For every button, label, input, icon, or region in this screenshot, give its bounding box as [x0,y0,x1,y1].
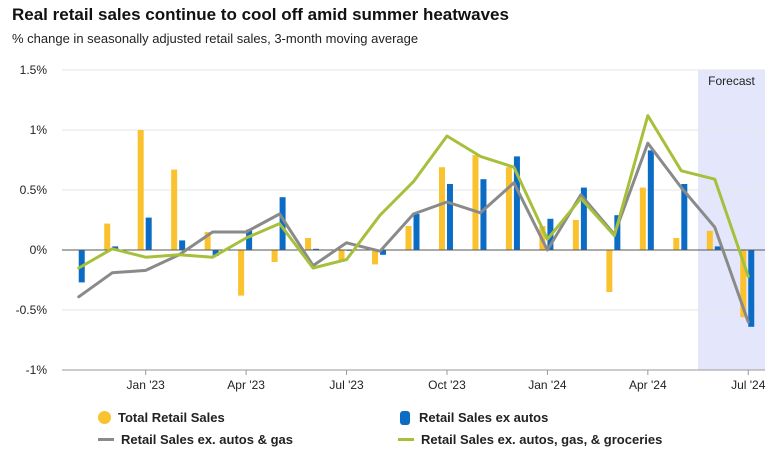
bar [313,248,320,250]
legend-item-total-retail-sales: Total Retail Sales [98,410,225,425]
bar [740,250,747,318]
bar [238,250,245,296]
y-tick-label: 1% [30,123,48,137]
x-tick-label: Jan '24 [528,378,567,392]
bar [279,197,286,250]
legend-label: Retail Sales ex. autos, gas, & groceries [421,432,663,447]
x-tick-label: Jan '23 [127,378,166,392]
bar [647,150,654,250]
bar [212,250,219,256]
bar [372,250,379,265]
bar [606,250,613,292]
legend-label: Retail Sales ex autos [419,410,549,425]
bar [513,156,520,250]
bar [472,155,479,250]
bar [246,229,253,250]
bar [505,167,512,250]
bar [104,223,111,250]
x-tick-label: Jul '24 [731,378,766,392]
bar [338,250,345,262]
bar [145,217,152,250]
legend-swatch-line [398,438,414,441]
bar [580,187,587,250]
forecast-label: Forecast [708,74,755,88]
legend-item-ex-autos-gas: Retail Sales ex. autos & gas [98,432,293,447]
bar [673,238,680,250]
y-tick-label: 0.5% [20,183,48,197]
y-tick-label: -0.5% [16,303,48,317]
series-line [77,141,750,324]
legend-swatch-line [98,438,114,441]
x-tick-label: Oct '23 [428,378,466,392]
chart-title: Real retail sales continue to cool off a… [12,5,509,24]
bar [438,167,445,250]
chart-subtitle: % change in seasonally adjusted retail s… [12,31,419,46]
bar [204,232,211,250]
legend-swatch-dot [98,411,111,424]
legend-label: Total Retail Sales [118,410,225,425]
bar [271,250,278,262]
bar [137,130,144,250]
bar [639,187,646,250]
x-tick-label: Apr '23 [227,378,265,392]
bar [714,246,721,250]
bar [681,184,688,250]
chart-plot: Forecast 1.5% 1% 0.5% 0% -0.5% -1% Jan '23 Apr '… [16,63,766,392]
legend-item-ex-autos-gas-groceries: Retail Sales ex. autos, gas, & groceries [398,432,662,447]
y-tick-label: 1.5% [20,63,48,77]
legend-label: Retail Sales ex. autos & gas [121,432,293,447]
bar [572,220,579,250]
bar [305,238,312,250]
bar [171,169,178,250]
y-tick-label: -1% [26,363,48,377]
x-tick-label: Apr '24 [629,378,667,392]
x-tick-label: Jul '23 [329,378,364,392]
bar [413,214,420,250]
chart-legend: Total Retail Sales Retail Sales ex autos… [0,405,783,455]
bar [748,250,755,327]
y-tick-label: 0% [30,243,48,257]
bar [614,215,621,250]
bar [480,179,487,250]
legend-item-retail-sales-ex-autos: Retail Sales ex autos [398,410,548,425]
bar [405,226,412,250]
series-line [77,114,750,278]
bar [179,240,186,250]
bar [446,184,453,250]
legend-swatch-bar [400,410,410,425]
bar [380,250,387,255]
bar [706,230,713,250]
